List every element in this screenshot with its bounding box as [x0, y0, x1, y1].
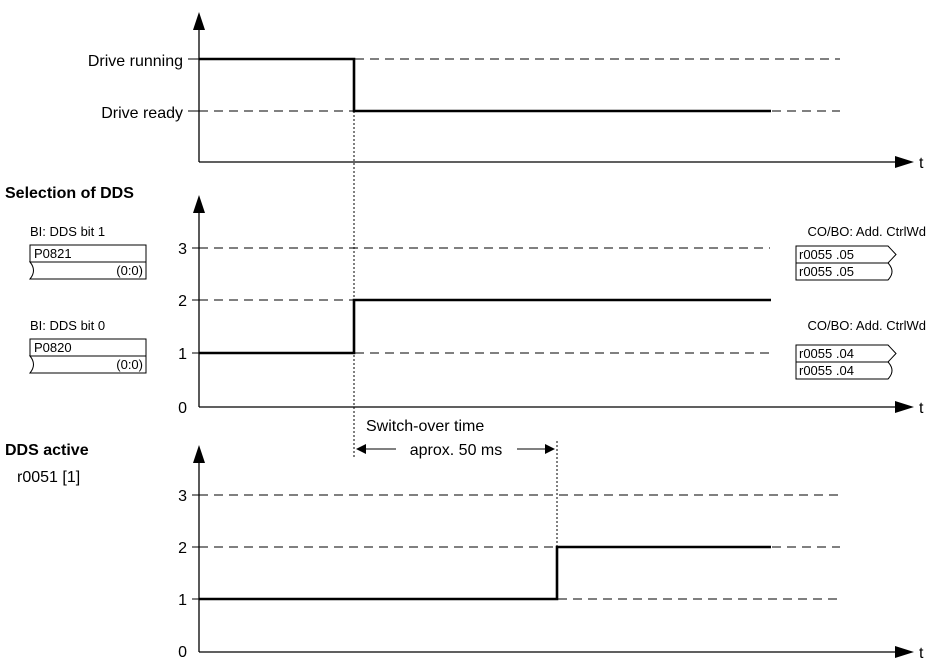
x-axis-arrow-panel1 — [895, 156, 914, 168]
tick-label-3: 3 — [178, 488, 187, 505]
x-axis-label-panel1: t — [919, 155, 924, 172]
signal-drive-state — [199, 57, 771, 113]
switchover-annotation: Switch-over time aprox. 50 ms — [356, 418, 555, 459]
x-axis-label-panel2: t — [919, 400, 924, 417]
param-block-p0821[interactable]: P0821 (0:0) — [28, 244, 147, 280]
param-r0051: r0051 [1] — [17, 469, 80, 486]
label-drive-running: Drive running — [88, 53, 183, 70]
connector-r0055-05[interactable]: r0055 .05 r0055 .05 — [795, 245, 897, 281]
param-block-p0820[interactable]: P0820 (0:0) — [28, 338, 147, 374]
tick-label-3: 3 — [178, 241, 187, 258]
param-p0820: P0820 — [34, 340, 72, 355]
title-selection-of-dds: Selection of DDS — [5, 185, 134, 202]
y-axis-arrow-panel3 — [193, 445, 205, 463]
signal-dds-selection — [199, 298, 771, 355]
tick-label-0: 0 — [178, 400, 187, 417]
switchover-duration: aprox. 50 ms — [410, 442, 502, 459]
tick-label-2: 2 — [178, 540, 187, 557]
tick-label-2: 2 — [178, 293, 187, 310]
caption-dds-bit1: BI: DDS bit 1 — [30, 224, 105, 239]
signal-dds-active — [199, 545, 771, 601]
connector-r0055-04-in: r0055 .04 — [799, 363, 854, 378]
y-axis-arrow-panel2 — [193, 195, 205, 213]
caption-ctrlwd-lower: CO/BO: Add. CtrlWd — [808, 318, 926, 333]
panel-drive-state: t Drive running Drive ready — [88, 12, 924, 172]
connector-r0055-04-out: r0055 .04 — [799, 346, 854, 361]
connector-r0055-04[interactable]: r0055 .04 r0055 .04 — [795, 344, 897, 380]
tick-label-0: 0 — [178, 644, 187, 660]
x-axis-arrow-panel3 — [895, 646, 914, 658]
panel-dds-selection: Selection of DDS t 3 2 1 0 BI: DDS bit 1… — [5, 185, 926, 417]
connector-r0055-05-in: r0055 .05 — [799, 264, 854, 279]
panel-dds-active: DDS active r0051 [1] t 3 2 1 0 — [5, 442, 924, 660]
caption-ctrlwd-upper: CO/BO: Add. CtrlWd — [808, 224, 926, 239]
connector-r0055-05-out: r0055 .05 — [799, 247, 854, 262]
tick-label-1: 1 — [178, 592, 187, 609]
switchover-label: Switch-over time — [366, 418, 484, 435]
x-axis-arrow-panel2 — [895, 401, 914, 413]
param-p0821-value: (0:0) — [116, 263, 143, 278]
param-p0821: P0821 — [34, 246, 72, 261]
param-p0820-value: (0:0) — [116, 357, 143, 372]
caption-dds-bit0: BI: DDS bit 0 — [30, 318, 105, 333]
tick-label-1: 1 — [178, 346, 187, 363]
title-dds-active: DDS active — [5, 442, 89, 459]
y-axis-arrow-panel1 — [193, 12, 205, 30]
x-axis-label-panel3: t — [919, 645, 924, 660]
label-drive-ready: Drive ready — [101, 105, 183, 122]
